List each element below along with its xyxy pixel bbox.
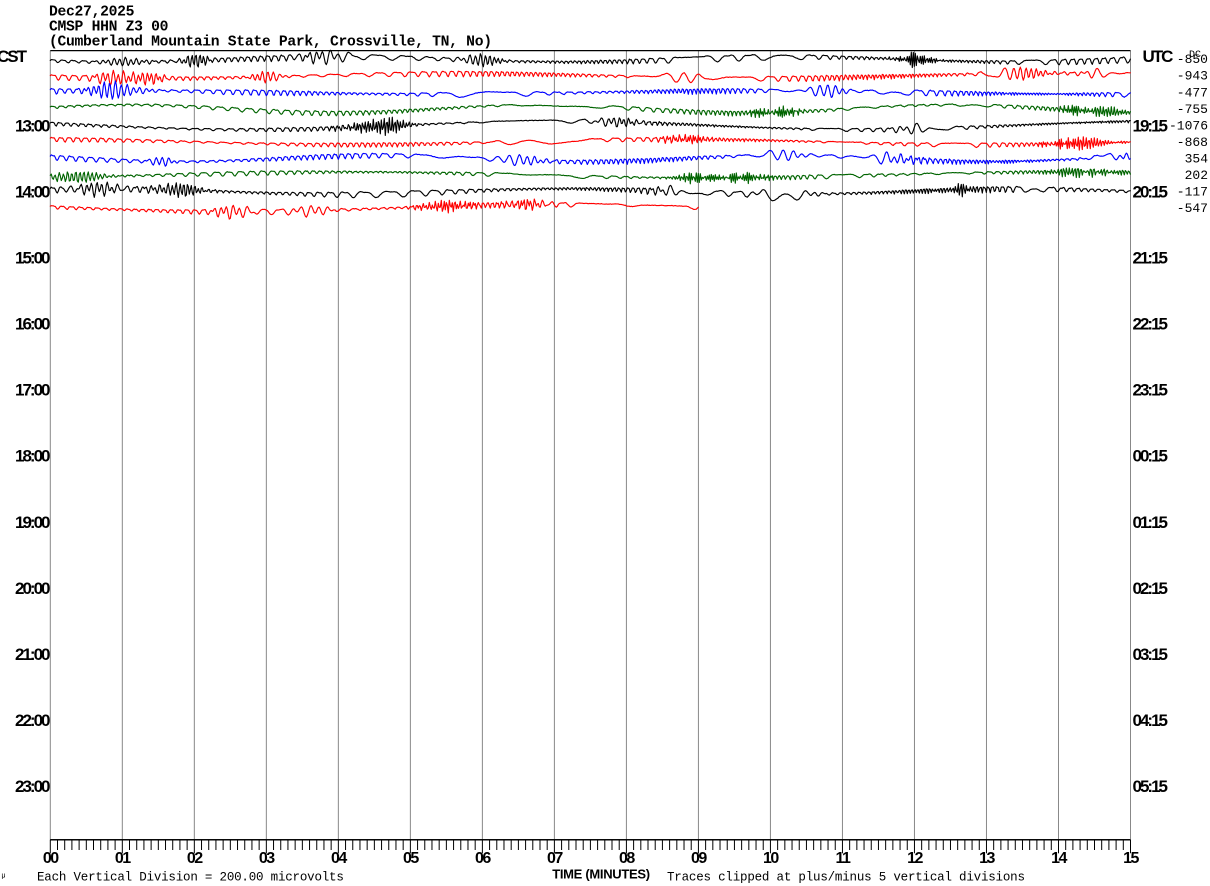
svg-text:Dec27,2025: Dec27,2025 xyxy=(49,5,135,21)
svg-text:354: 354 xyxy=(1185,151,1209,166)
svg-text:21:00: 21:00 xyxy=(15,645,50,664)
svg-text:14:00: 14:00 xyxy=(15,182,50,201)
svg-text:07: 07 xyxy=(547,850,563,867)
svg-text:21:15: 21:15 xyxy=(1133,249,1168,268)
svg-text:09: 09 xyxy=(691,850,707,867)
svg-text:10: 10 xyxy=(763,850,779,867)
svg-text:04: 04 xyxy=(331,850,347,867)
svg-text:TIME (MINUTES): TIME (MINUTES) xyxy=(552,867,650,882)
svg-text:-547: -547 xyxy=(1177,201,1208,216)
svg-text:15: 15 xyxy=(1123,850,1139,867)
svg-text:20:15: 20:15 xyxy=(1133,182,1168,201)
svg-text:17:00: 17:00 xyxy=(15,381,50,400)
svg-text:(Cumberland Mountain State Par: (Cumberland Mountain State Park, Crossvi… xyxy=(49,35,492,51)
svg-text:05: 05 xyxy=(403,850,419,867)
svg-text:06: 06 xyxy=(475,850,491,867)
svg-text:-1076: -1076 xyxy=(1169,118,1208,133)
svg-text:19:00: 19:00 xyxy=(15,513,50,532)
svg-text:UTC: UTC xyxy=(1143,47,1174,66)
svg-text:13:00: 13:00 xyxy=(15,116,50,135)
svg-text:-477: -477 xyxy=(1177,85,1208,100)
svg-text:15:00: 15:00 xyxy=(15,249,50,268)
svg-text:11: 11 xyxy=(835,850,851,867)
svg-text:08: 08 xyxy=(619,850,635,867)
svg-text:μ: μ xyxy=(2,873,6,880)
svg-text:05:15: 05:15 xyxy=(1133,777,1168,796)
svg-text:22:00: 22:00 xyxy=(15,711,50,730)
svg-text:22:15: 22:15 xyxy=(1133,315,1168,334)
svg-text:-755: -755 xyxy=(1177,102,1208,117)
svg-text:20:00: 20:00 xyxy=(15,579,50,598)
svg-text:04:15: 04:15 xyxy=(1133,711,1168,730)
svg-text:CMSP HHN Z3 00: CMSP HHN Z3 00 xyxy=(49,20,168,36)
svg-text:00:15: 00:15 xyxy=(1133,447,1168,466)
svg-text:18:00: 18:00 xyxy=(15,447,50,466)
svg-text:-943: -943 xyxy=(1177,69,1208,84)
svg-text:Traces clipped at plus/minus 5: Traces clipped at plus/minus 5 vertical … xyxy=(667,871,1025,885)
svg-text:01: 01 xyxy=(115,850,131,867)
svg-text:-868: -868 xyxy=(1177,135,1208,150)
svg-text:23:00: 23:00 xyxy=(15,777,50,796)
svg-text:-117: -117 xyxy=(1177,184,1208,199)
svg-text:01:15: 01:15 xyxy=(1133,513,1168,532)
svg-text:Each Vertical Division = 200.: Each Vertical Division = 200.00 microvol… xyxy=(37,871,344,885)
svg-text:-850: -850 xyxy=(1177,52,1208,67)
svg-text:03:15: 03:15 xyxy=(1133,645,1168,664)
svg-text:13: 13 xyxy=(979,850,995,867)
svg-text:CST: CST xyxy=(0,47,28,66)
svg-text:12: 12 xyxy=(907,850,923,867)
svg-text:19:15: 19:15 xyxy=(1133,116,1168,135)
svg-text:202: 202 xyxy=(1185,168,1208,183)
svg-text:16:00: 16:00 xyxy=(15,315,50,334)
svg-text:00: 00 xyxy=(43,850,59,867)
svg-text:23:15: 23:15 xyxy=(1133,381,1168,400)
svg-text:02:15: 02:15 xyxy=(1133,579,1168,598)
svg-text:03: 03 xyxy=(259,850,275,867)
svg-text:02: 02 xyxy=(187,850,203,867)
svg-text:14: 14 xyxy=(1051,850,1067,867)
